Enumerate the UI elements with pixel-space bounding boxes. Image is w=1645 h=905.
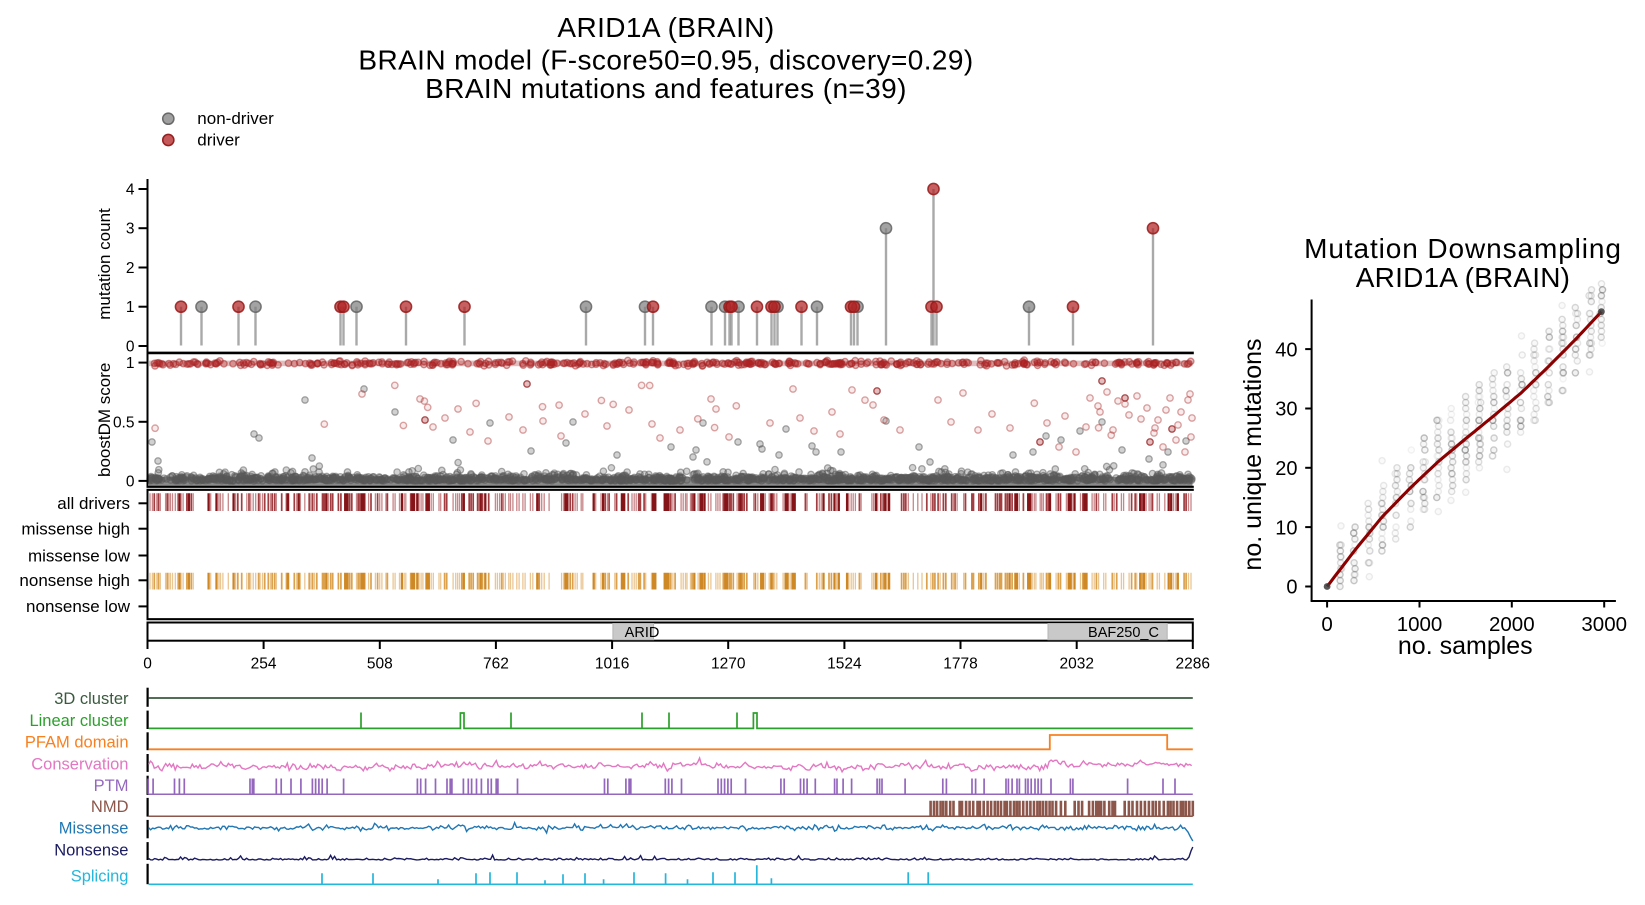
svg-text:1: 1	[126, 355, 135, 372]
svg-text:2000: 2000	[1489, 613, 1535, 636]
svg-text:1016: 1016	[595, 656, 629, 673]
svg-text:0: 0	[126, 339, 135, 356]
svg-text:508: 508	[367, 656, 393, 673]
svg-text:Missense: Missense	[59, 820, 129, 838]
svg-text:no. samples: no. samples	[1398, 632, 1533, 660]
svg-text:0.5: 0.5	[113, 414, 135, 431]
svg-text:0: 0	[1286, 577, 1297, 599]
svg-text:PFAM domain: PFAM domain	[25, 734, 129, 752]
svg-text:2286: 2286	[1176, 656, 1210, 673]
svg-text:ARID: ARID	[625, 625, 660, 641]
svg-text:4: 4	[126, 182, 135, 199]
svg-text:NMD: NMD	[91, 798, 129, 816]
svg-text:20: 20	[1275, 458, 1297, 480]
svg-text:mutation count: mutation count	[95, 208, 114, 320]
svg-text:1778: 1778	[943, 656, 977, 673]
svg-text:Linear cluster: Linear cluster	[29, 712, 129, 730]
svg-text:254: 254	[251, 656, 277, 673]
svg-text:3000: 3000	[1581, 613, 1627, 636]
svg-text:1000: 1000	[1397, 613, 1443, 636]
svg-text:ARID1A (BRAIN): ARID1A (BRAIN)	[557, 12, 774, 43]
svg-text:Mutation Downsampling: Mutation Downsampling	[1304, 233, 1622, 264]
svg-text:2: 2	[126, 260, 135, 277]
svg-text:driver: driver	[197, 131, 240, 150]
svg-text:10: 10	[1275, 517, 1297, 539]
svg-text:missense high: missense high	[21, 520, 130, 539]
svg-text:all drivers: all drivers	[57, 494, 130, 513]
svg-text:1: 1	[126, 299, 135, 316]
svg-text:1270: 1270	[711, 656, 746, 673]
svg-text:missense low: missense low	[28, 546, 131, 565]
svg-text:BAF250_C: BAF250_C	[1088, 625, 1159, 641]
svg-text:Conservation: Conservation	[31, 756, 128, 774]
svg-text:3D cluster: 3D cluster	[54, 690, 129, 708]
svg-text:30: 30	[1275, 399, 1297, 421]
svg-text:BRAIN model (F-score50=0.95, d: BRAIN model (F-score50=0.95, discovery=0…	[358, 45, 973, 76]
svg-text:ARID1A (BRAIN): ARID1A (BRAIN)	[1356, 262, 1570, 293]
svg-text:BRAIN mutations and features (: BRAIN mutations and features (n=39)	[425, 73, 907, 104]
svg-text:Splicing: Splicing	[71, 868, 129, 886]
svg-text:0: 0	[143, 656, 152, 673]
svg-text:non-driver: non-driver	[197, 109, 274, 128]
svg-text:no. unique mutations: no. unique mutations	[1239, 338, 1267, 570]
svg-text:2032: 2032	[1059, 656, 1093, 673]
svg-text:0: 0	[1321, 613, 1332, 636]
svg-text:762: 762	[483, 656, 509, 673]
svg-text:Nonsense: Nonsense	[54, 842, 128, 860]
svg-text:PTM: PTM	[94, 777, 129, 795]
svg-text:boostDM score: boostDM score	[95, 363, 114, 477]
svg-text:0: 0	[126, 473, 135, 490]
svg-text:3: 3	[126, 221, 135, 238]
svg-text:nonsense low: nonsense low	[26, 597, 131, 616]
svg-text:40: 40	[1275, 339, 1297, 361]
svg-text:nonsense high: nonsense high	[19, 571, 130, 590]
svg-text:1524: 1524	[827, 656, 862, 673]
